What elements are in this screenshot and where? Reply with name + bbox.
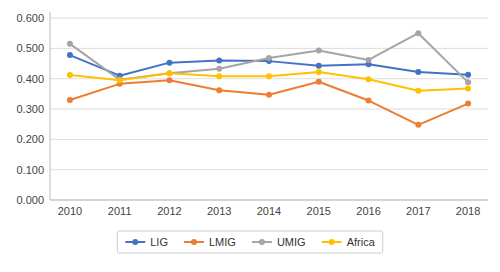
point [117,77,123,83]
legend: LIG LMIG UMIG Africa [117,231,383,253]
y-tick-label: 0.000 [16,194,44,206]
point [216,73,222,79]
legend-swatch-marker [132,239,138,245]
y-tick-label: 0.200 [16,133,44,145]
x-tick-label: 2018 [456,205,480,217]
point [67,41,73,47]
point [216,66,222,72]
point [415,30,421,36]
series-line [70,55,468,76]
grid-line [50,200,488,201]
series [67,69,471,94]
legend-swatch-marker [329,239,335,245]
y-tick-label: 0.500 [16,42,44,54]
point [465,72,471,78]
legend-label: Africa [347,236,376,248]
point [465,85,471,91]
legend-item: UMIG [252,236,306,248]
y-tick-label: 0.400 [16,73,44,85]
point [465,79,471,85]
legend-item: Africa [322,236,376,248]
legend-item: LMIG [184,236,236,248]
series [67,52,471,79]
series [67,77,471,128]
point [117,77,123,83]
point [266,73,272,79]
x-tick-label: 2015 [307,205,331,217]
series [67,30,471,85]
point [465,101,471,107]
grid-line [50,18,488,19]
y-tick-label: 0.300 [16,103,44,115]
legend-swatch-marker [259,239,265,245]
legend-label: LIG [150,236,168,248]
y-axis: 0.000 0.100 0.200 0.300 0.400 0.500 0.600 [16,12,488,206]
y-tick-label: 0.100 [16,164,44,176]
grid-line [50,48,488,49]
chart: 0.0000.1000.2000.3000.4000.5000.60020102… [0,0,500,272]
point [316,69,322,75]
series-line [70,80,468,125]
point [67,97,73,103]
point [366,57,372,63]
x-tick-label: 2010 [58,205,82,217]
point [415,69,421,75]
x-tick-label: 2011 [108,205,132,217]
point [266,92,272,98]
series-line [70,33,468,82]
point [166,77,172,83]
y-tick-label: 0.600 [16,12,44,24]
grid-line [50,109,488,110]
grid-line [50,139,488,140]
x-axis: 2010 2011 2012 2013 2014 2015 2016 2017 2018 [58,205,481,217]
x-axis-line [50,200,488,201]
grid-line [50,169,488,170]
point [366,98,372,104]
x-tick-label: 2014 [257,205,281,217]
point [415,88,421,94]
point [67,52,73,58]
legend-box [117,231,383,253]
x-tick-label: 2017 [406,205,430,217]
legend-swatch-marker [191,239,197,245]
point [216,87,222,93]
point [166,60,172,66]
legend-label: UMIG [277,236,306,248]
x-tick-label: 2012 [157,205,181,217]
legend-item: LIG [125,236,168,248]
x-tick-label: 2013 [207,205,231,217]
point [316,79,322,85]
point [166,70,172,76]
y-axis-line [50,12,51,200]
point [266,55,272,61]
legend-label: LMIG [209,236,236,248]
point [67,72,73,78]
point [166,70,172,76]
point [316,48,322,54]
series-line [70,72,468,91]
point [415,122,421,128]
plot-area [67,30,471,128]
point [366,76,372,82]
point [316,63,322,69]
point [216,58,222,64]
x-tick-label: 2016 [356,205,380,217]
